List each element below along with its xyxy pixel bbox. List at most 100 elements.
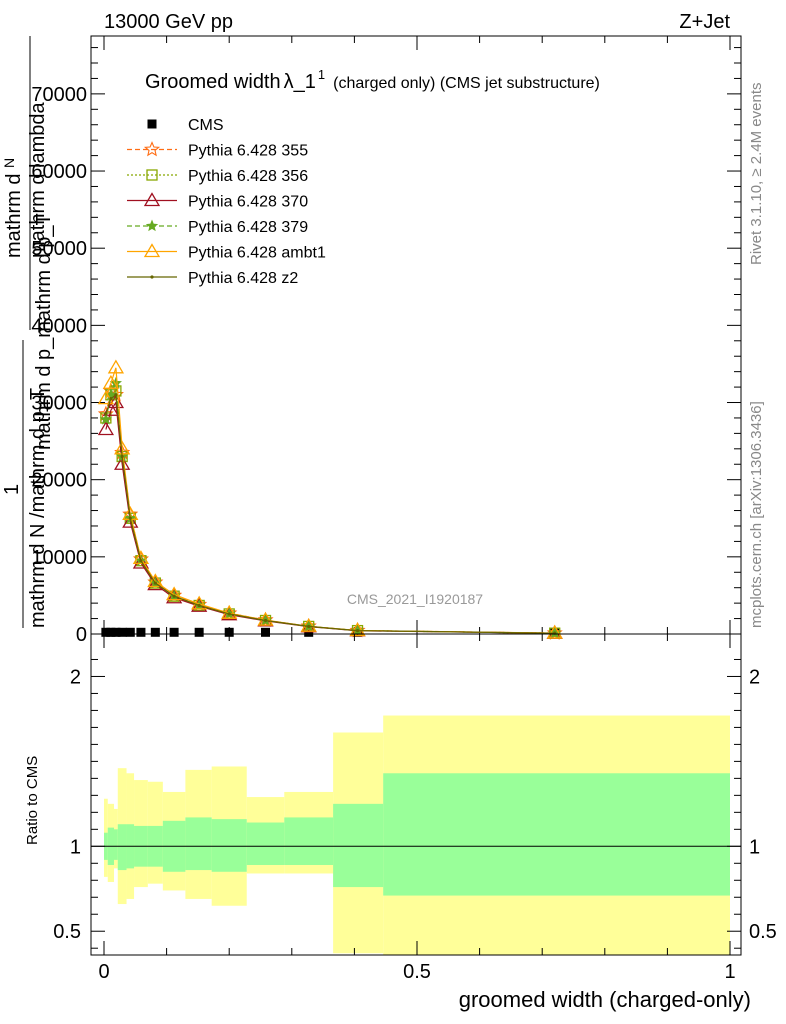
ylabel-line-4: mathrm d p_mathrm d p_T [33, 213, 55, 450]
ratio-y-label: Ratio to CMS [24, 756, 41, 845]
ratio-stat-band [114, 829, 118, 860]
main-series-layer [97, 359, 563, 640]
main-y-tick-label: 60000 [31, 161, 87, 183]
ylabel-line-6: mathrm d N /mathrm d p_T [27, 388, 49, 628]
legend-label: CMS [188, 117, 224, 134]
legend-label: Pythia 6.428 379 [188, 219, 308, 236]
series-6 [104, 393, 557, 635]
data-point [109, 397, 113, 401]
ratio-panel: 0.5 0.51 12 2 0 0.5 1 Ratio to CMS groomed wi… [24, 633, 777, 1012]
rivet-label: Rivet 3.1.10, ≥ 2.4M events [748, 83, 765, 266]
ylabel-line-1: mathrm d [3, 174, 25, 258]
series-2 [100, 385, 561, 639]
main-y-axis: 0 10000 20000 30000 40000 50000 60000 70000 [31, 36, 741, 646]
header-left: 13000 GeV pp [104, 11, 233, 33]
series-5 [97, 359, 563, 639]
data-point [106, 627, 116, 637]
legend-title-symbol: λ_1 [284, 71, 316, 93]
data-point [546, 624, 563, 639]
legend-label: Pythia 6.428 z2 [188, 270, 298, 287]
data-point [221, 604, 238, 619]
ratio-x-tick-label: 0 [98, 961, 109, 983]
data-point [150, 627, 160, 637]
data-point [122, 513, 139, 528]
legend-entries: CMS Pythia 6.428 355 Pythia 6.428 356 Pythi… [127, 117, 326, 287]
legend-marker [143, 141, 161, 157]
data-point [114, 455, 131, 470]
legend-marker [143, 243, 161, 258]
ratio-x-axis: 0 0.5 1 [98, 634, 736, 983]
main-y-tick-label: 0 [76, 624, 87, 646]
ylabel-line-3: mathrm d lambda [27, 102, 49, 258]
data-point [136, 627, 146, 637]
legend-label: Pythia 6.428 370 [188, 194, 308, 211]
ratio-stat-band [185, 817, 212, 871]
series-line [105, 367, 555, 634]
main-y-label: mathrm d N mathrm d lambda mathrm d p_ma… [1, 36, 55, 628]
data-point [257, 611, 274, 626]
main-y-tick-label: 50000 [31, 238, 87, 260]
data-point [355, 629, 360, 633]
data-point [191, 595, 208, 610]
ratio-y-tick-label: 0.5 [53, 921, 81, 943]
data-point [120, 454, 124, 459]
data-point [139, 559, 143, 563]
legend-marker [143, 192, 161, 207]
series-line [105, 393, 555, 634]
legend-marker [147, 119, 157, 129]
data-point [307, 624, 311, 629]
ratio-stat-band [284, 817, 334, 865]
mcplots-label: mcplots.cern.ch [arXiv:1306.3436] [748, 401, 765, 628]
legend-marker [150, 275, 154, 279]
ratio-y-tick-label: 1 [70, 836, 81, 858]
watermark: CMS_2021_I1920187 [347, 591, 483, 607]
data-point [99, 413, 112, 425]
legend-title-sup: 1 [318, 67, 325, 82]
ratio-x-tick-label: 0.5 [403, 961, 431, 983]
ratio-stat-band [211, 819, 247, 872]
data-point [172, 594, 176, 598]
ratio-y-tick-label-right: 2 [749, 666, 760, 688]
legend-marker [146, 169, 158, 181]
data-point [349, 622, 366, 637]
legend-label: Pythia 6.428 355 [188, 143, 308, 160]
data-point [107, 394, 125, 409]
ylabel-line-5: 1 [1, 484, 23, 495]
data-point [224, 627, 234, 637]
main-y-tick-label: 20000 [31, 470, 87, 492]
data-point [153, 581, 157, 585]
main-y-tick-label: 70000 [31, 84, 87, 106]
ratio-y-tick-label-right: 0.5 [749, 921, 777, 943]
main-y-tick-label: 30000 [31, 393, 87, 415]
ratio-y-tick-label: 2 [70, 666, 81, 688]
main-y-tick-label: 40000 [31, 315, 87, 337]
series-3 [97, 394, 563, 639]
data-point [197, 603, 201, 608]
header-right: Z+Jet [679, 11, 730, 33]
legend-label: Pythia 6.428 ambt1 [188, 245, 326, 262]
data-point [97, 390, 115, 405]
data-point [104, 412, 108, 416]
ratio-x-tick-label: 1 [724, 961, 735, 983]
data-point [227, 612, 231, 616]
data-point [97, 421, 115, 436]
data-point [101, 627, 111, 637]
data-point [128, 516, 132, 520]
ylabel-line-2: N [1, 158, 17, 168]
ratio-stat-band [246, 822, 285, 865]
legend-title: Groomed width λ_1 1 (charged only) (CMS jet… [145, 67, 600, 93]
ratio-stat-band [117, 824, 127, 871]
legend-label: Pythia 6.428 356 [188, 168, 308, 185]
main-panel: 0 10000 20000 30000 40000 50000 60000 70000 CMS… [31, 35, 742, 646]
legend-title-rest: (charged only) (CMS jet substructure) [333, 75, 600, 92]
data-point [117, 627, 127, 637]
data-point [111, 627, 121, 637]
data-point [169, 627, 179, 637]
ratio-stat-band [333, 803, 384, 888]
ratio-y-axis: 0.5 0.5 1 1 2 2 [53, 658, 777, 949]
data-point [300, 617, 317, 632]
ratio-bands [104, 715, 730, 955]
data-point [165, 589, 183, 604]
data-point [132, 554, 150, 569]
data-point [114, 393, 118, 397]
